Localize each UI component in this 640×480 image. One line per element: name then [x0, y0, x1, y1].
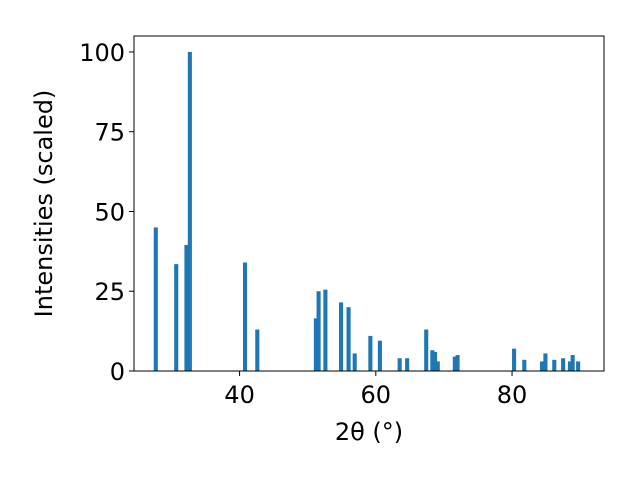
bar: [255, 329, 260, 371]
bar: [316, 291, 321, 371]
y-tick-label: 50: [94, 198, 125, 226]
bar: [174, 264, 179, 371]
bar: [561, 358, 566, 371]
bar: [435, 361, 440, 371]
x-axis-title: 2θ (°): [335, 418, 403, 446]
bar: [543, 353, 548, 371]
bar: [522, 359, 527, 371]
y-axis-ticks: 0 25 50 75 100: [79, 39, 134, 386]
bar: [576, 361, 581, 371]
bar: [430, 350, 435, 371]
bar: [313, 318, 318, 371]
x-tick-label: 80: [497, 381, 528, 409]
bar: [346, 307, 351, 371]
bar: [570, 355, 575, 371]
bar: [397, 358, 402, 371]
y-axis-title: Intensities (scaled): [30, 90, 58, 318]
bar: [512, 348, 517, 371]
x-axis-ticks: 40 60 80: [224, 371, 527, 409]
bar: [153, 227, 158, 371]
bar: [242, 262, 248, 371]
bar: [323, 289, 328, 371]
bar: [377, 340, 382, 371]
bar: [339, 302, 344, 371]
bar: [405, 358, 410, 371]
y-tick-label: 100: [79, 39, 125, 67]
bar-series: [153, 51, 581, 371]
y-tick-label: 25: [94, 278, 125, 306]
plot-frame: [133, 35, 605, 372]
bar: [433, 351, 438, 371]
y-tick-label: 75: [94, 119, 125, 147]
bar: [424, 329, 429, 371]
y-tick-label: 0: [110, 358, 125, 386]
x-tick-label: 40: [224, 381, 255, 409]
bar: [352, 353, 357, 371]
bar: [567, 361, 572, 371]
x-tick-label: 60: [361, 381, 392, 409]
bar: [368, 335, 373, 371]
bar: [452, 356, 457, 371]
bar: [187, 51, 192, 371]
bar: [539, 361, 545, 371]
bar: [184, 244, 189, 371]
bar: [552, 359, 557, 371]
bar: [455, 355, 460, 371]
